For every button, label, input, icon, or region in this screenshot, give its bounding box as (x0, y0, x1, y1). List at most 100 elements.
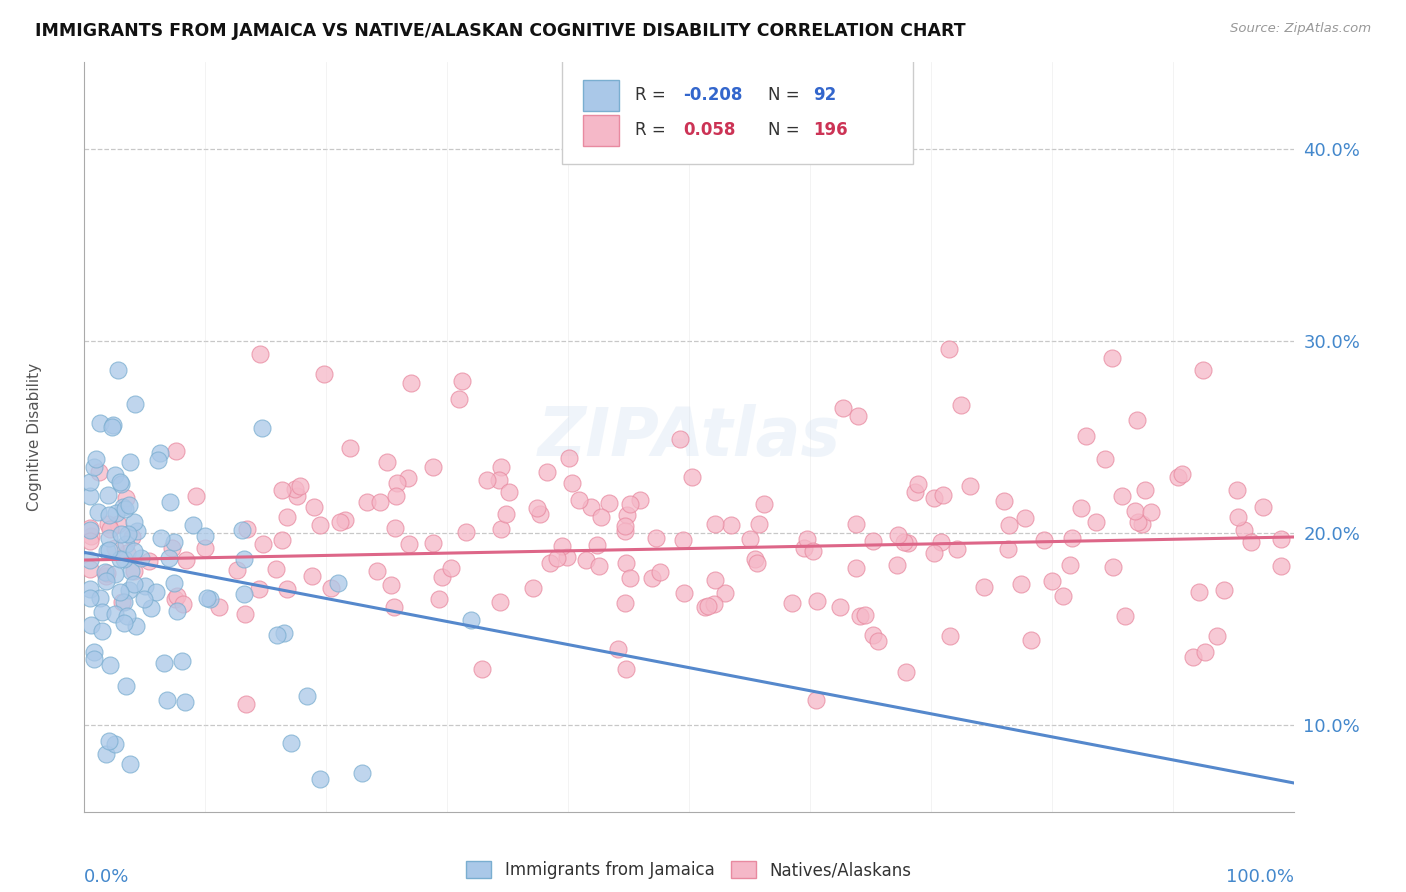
Point (117, 546, 139, 560)
Point (894, 665, 917, 680)
Point (145, 585, 167, 599)
Point (385, 489, 408, 503)
Point (149, 531, 172, 545)
Point (1123, 504, 1146, 518)
Point (194, 541, 217, 555)
Point (845, 561, 868, 575)
Point (112, 552, 135, 566)
Point (252, 537, 274, 551)
Point (89, 591, 111, 605)
Point (1010, 576, 1032, 591)
Point (488, 473, 510, 487)
Point (997, 518, 1019, 533)
Point (163, 535, 186, 549)
Point (308, 517, 330, 532)
Point (107, 517, 129, 532)
Point (1240, 535, 1263, 549)
Point (613, 596, 636, 610)
Point (233, 586, 256, 600)
Point (79, 582, 101, 596)
Point (98, 531, 121, 545)
Point (96, 544, 118, 558)
Point (356, 495, 378, 509)
Point (122, 515, 145, 529)
Point (160, 541, 183, 556)
Text: ZIPAtlas: ZIPAtlas (537, 404, 841, 470)
Point (619, 571, 641, 585)
Point (103, 417, 125, 432)
Point (184, 489, 207, 503)
Point (641, 570, 664, 584)
Point (170, 654, 193, 668)
Point (333, 513, 356, 527)
Point (579, 500, 602, 514)
Point (1101, 351, 1123, 366)
Point (589, 510, 612, 524)
Point (793, 541, 815, 555)
Point (471, 662, 494, 676)
Point (231, 524, 253, 538)
Point (86, 452, 108, 467)
Point (288, 479, 311, 493)
Point (302, 500, 325, 515)
Point (399, 376, 422, 391)
Point (159, 495, 181, 509)
Point (181, 518, 204, 533)
Point (526, 501, 548, 516)
Point (280, 736, 302, 750)
Point (108, 552, 131, 566)
Point (385, 475, 408, 490)
Point (931, 534, 953, 549)
Point (86, 505, 108, 519)
Text: R =: R = (634, 121, 671, 139)
Point (194, 529, 217, 543)
Point (108, 475, 131, 490)
Text: 100.0%: 100.0% (1226, 868, 1294, 886)
Point (271, 533, 294, 547)
Point (105, 506, 128, 520)
Text: 0.0%: 0.0% (84, 868, 129, 886)
Text: R =: R = (634, 87, 671, 104)
Point (94, 565, 117, 579)
Point (922, 491, 945, 505)
Point (536, 465, 558, 479)
Point (198, 591, 221, 606)
Point (100, 657, 122, 672)
Point (1052, 589, 1074, 603)
Point (117, 499, 139, 513)
Point (1140, 505, 1163, 519)
Point (366, 564, 388, 578)
Point (273, 626, 295, 640)
Point (329, 515, 352, 529)
Point (309, 772, 332, 786)
Point (319, 581, 342, 595)
Point (312, 367, 335, 381)
Point (1059, 558, 1081, 572)
Point (1076, 429, 1098, 443)
Point (83, 460, 105, 475)
Point (681, 470, 703, 484)
Point (276, 510, 298, 524)
Point (606, 641, 628, 656)
Text: N =: N = (768, 121, 804, 139)
Point (801, 543, 824, 558)
Point (120, 564, 142, 578)
Point (747, 556, 769, 570)
Point (959, 479, 981, 493)
Point (1188, 585, 1211, 599)
Point (114, 595, 136, 609)
Point (111, 594, 134, 608)
Point (650, 565, 672, 579)
Point (450, 374, 472, 388)
Point (122, 564, 145, 578)
Point (94, 574, 117, 589)
Point (225, 562, 247, 576)
Point (1226, 483, 1249, 497)
Point (538, 557, 561, 571)
Point (108, 585, 131, 599)
Point (491, 460, 513, 475)
Point (110, 476, 132, 491)
Point (1130, 517, 1153, 532)
Point (645, 531, 668, 545)
Point (79, 591, 101, 605)
